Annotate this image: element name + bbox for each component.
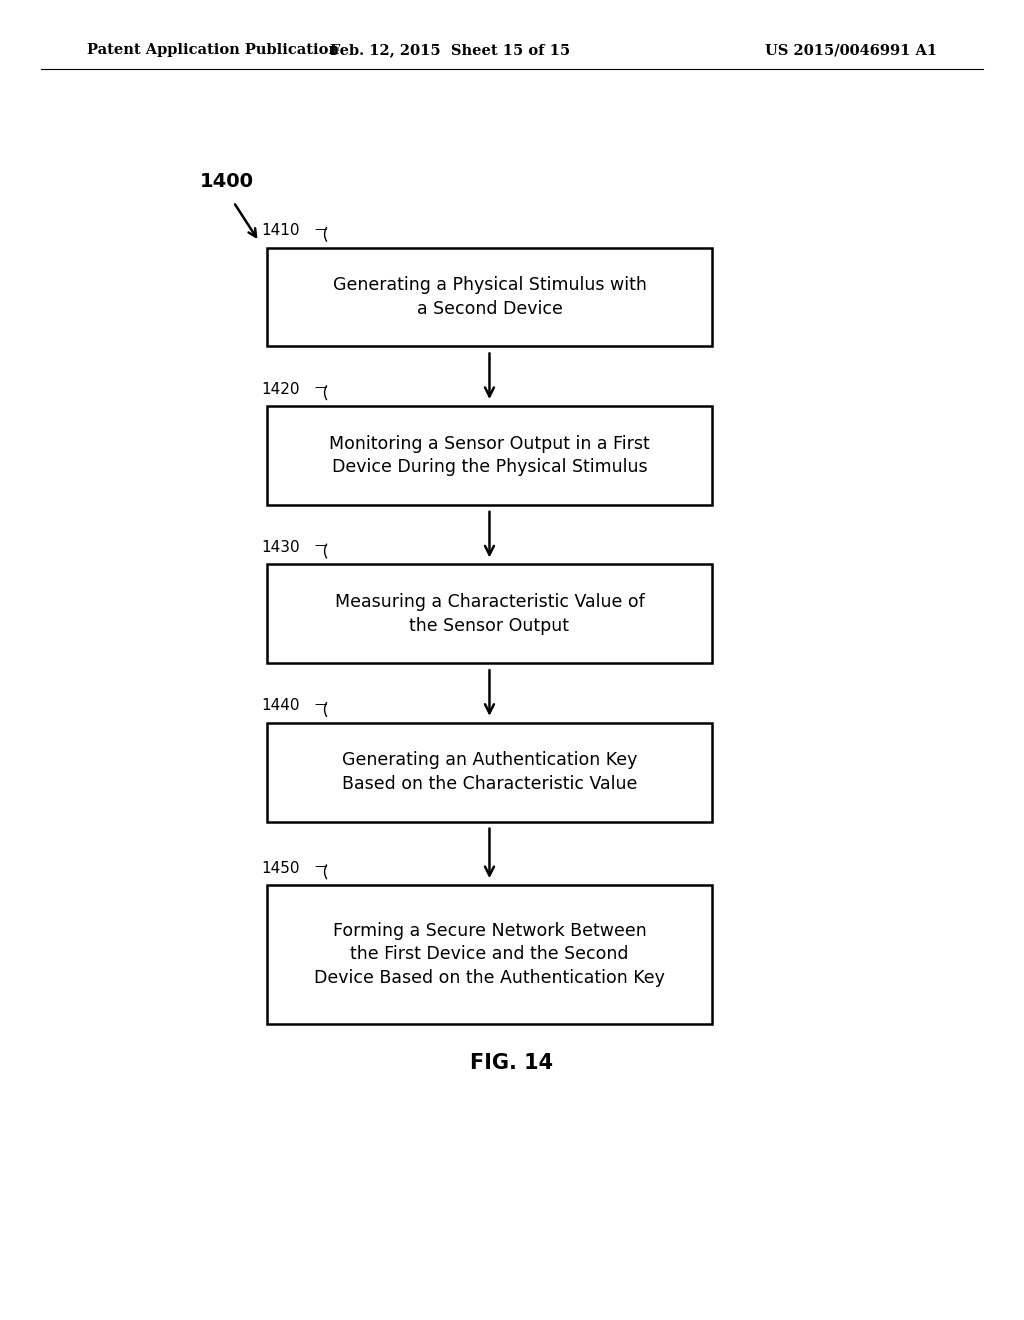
Text: —: — xyxy=(314,861,328,874)
FancyBboxPatch shape xyxy=(266,884,713,1024)
Text: —: — xyxy=(314,698,328,710)
Text: US 2015/0046991 A1: US 2015/0046991 A1 xyxy=(765,44,937,57)
Text: Measuring a Characteristic Value of
the Sensor Output: Measuring a Characteristic Value of the … xyxy=(335,593,644,635)
Text: 1400: 1400 xyxy=(200,173,254,191)
Text: FIG. 14: FIG. 14 xyxy=(470,1052,554,1073)
Text: 1450: 1450 xyxy=(261,861,300,876)
Text: 1410: 1410 xyxy=(261,223,300,238)
Text: Feb. 12, 2015  Sheet 15 of 15: Feb. 12, 2015 Sheet 15 of 15 xyxy=(331,44,570,57)
FancyBboxPatch shape xyxy=(266,565,713,663)
FancyBboxPatch shape xyxy=(266,407,713,504)
FancyBboxPatch shape xyxy=(266,248,713,346)
Text: —: — xyxy=(314,540,328,552)
Text: Generating a Physical Stimulus with
a Second Device: Generating a Physical Stimulus with a Se… xyxy=(333,276,646,318)
FancyBboxPatch shape xyxy=(266,722,713,821)
Text: —: — xyxy=(314,381,328,393)
Text: 1420: 1420 xyxy=(261,381,300,396)
Text: 1430: 1430 xyxy=(261,540,300,554)
Text: —: — xyxy=(314,223,328,235)
Text: Patent Application Publication: Patent Application Publication xyxy=(87,44,339,57)
Text: Generating an Authentication Key
Based on the Characteristic Value: Generating an Authentication Key Based o… xyxy=(342,751,637,793)
Text: 1440: 1440 xyxy=(261,698,300,713)
Text: Forming a Secure Network Between
the First Device and the Second
Device Based on: Forming a Secure Network Between the Fir… xyxy=(314,921,665,987)
Text: Monitoring a Sensor Output in a First
Device During the Physical Stimulus: Monitoring a Sensor Output in a First De… xyxy=(329,434,650,477)
